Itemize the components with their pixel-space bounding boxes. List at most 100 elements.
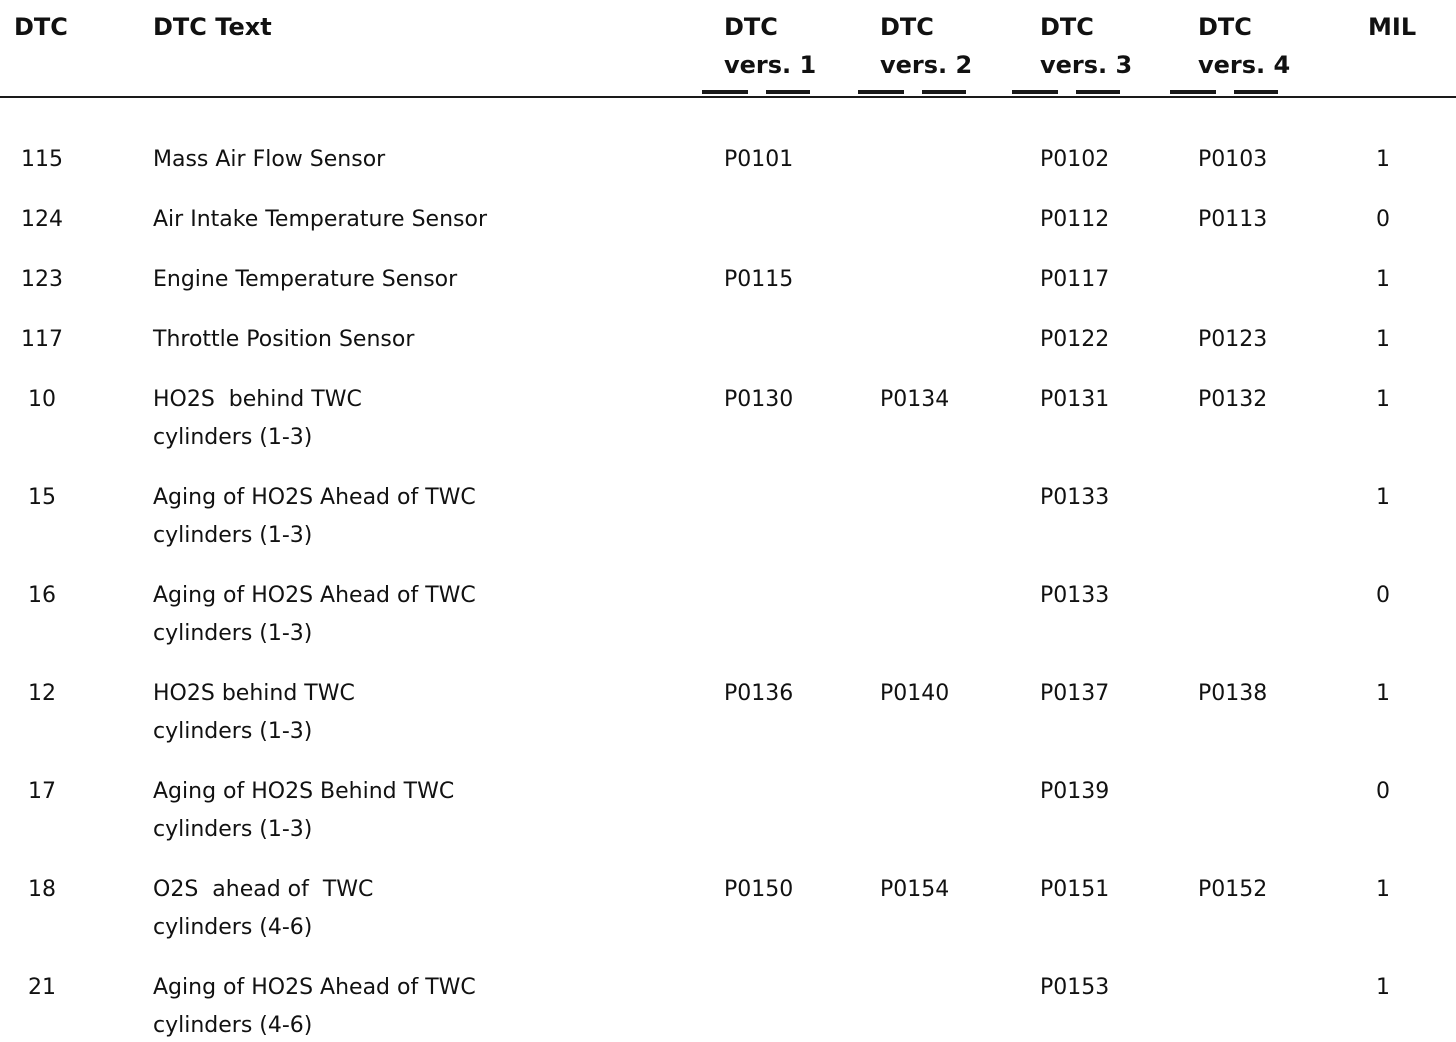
dtc-vers4-cell-text: P0123 xyxy=(1198,327,1268,352)
header-underline-dash xyxy=(1076,90,1120,94)
dtc-vers1-cell-text: P0136 xyxy=(724,681,794,706)
dtc-code-cell-text: 15 xyxy=(28,485,56,510)
mil-cell-text: 1 xyxy=(1376,681,1390,706)
table-row: 124 Air Intake Temperature Sensor P0112 P01… xyxy=(0,201,1456,239)
dtc-text-cell-text: cylinders (1-3) xyxy=(153,425,313,450)
col-header-label: DTC xyxy=(880,13,934,41)
dtc-text-cell: HO2S behind TWC cylinders (1-3) xyxy=(153,675,724,751)
dtc-vers3-cell-text: P0137 xyxy=(1040,681,1110,706)
dtc-vers3-cell-text: P0133 xyxy=(1040,485,1110,510)
dtc-vers4-cell: P0123 xyxy=(1198,321,1368,359)
dtc-vers4-cell: P0103 xyxy=(1198,141,1368,179)
dtc-vers4-cell-text: P0103 xyxy=(1198,147,1268,172)
dtc-text-cell: Aging of HO2S Ahead of TWC cylinders (4-6… xyxy=(153,969,724,1042)
dtc-code-cell-text: 17 xyxy=(28,779,56,804)
dtc-code-cell-text: 12 xyxy=(28,681,56,706)
dtc-text-cell-text: O2S ahead of TWC xyxy=(153,877,374,902)
col-header-dtc-vers3: DTC vers. 3 xyxy=(1040,8,1198,84)
header-underline-dash xyxy=(702,90,748,94)
dtc-text-cell-text: Engine Temperature Sensor xyxy=(153,267,458,292)
mil-cell: 0 xyxy=(1368,773,1456,811)
col-header-mil: MIL xyxy=(1368,8,1456,46)
table-row: 16 Aging of HO2S Ahead of TWC cylinders (1… xyxy=(0,577,1456,653)
mil-cell: 0 xyxy=(1368,201,1456,239)
dtc-vers3-cell-text: P0151 xyxy=(1040,877,1110,902)
dtc-vers1-cell: P0101 xyxy=(724,141,880,179)
dtc-text-cell: Aging of HO2S Ahead of TWC cylinders (1-3… xyxy=(153,577,724,653)
mil-cell: 1 xyxy=(1368,141,1456,179)
dtc-text-cell: Aging of HO2S Ahead of TWC cylinders (1-3… xyxy=(153,479,724,555)
dtc-vers3-cell: P0117 xyxy=(1040,261,1198,299)
dtc-text-cell-text: Air Intake Temperature Sensor xyxy=(153,207,487,232)
dtc-vers3-cell-text: P0139 xyxy=(1040,779,1110,804)
table-row: 15 Aging of HO2S Ahead of TWC cylinders (1… xyxy=(0,479,1456,555)
dtc-text-cell: HO2S behind TWC cylinders (1-3) xyxy=(153,381,724,457)
header-underline-dash xyxy=(1170,90,1216,94)
mil-cell-text: 0 xyxy=(1376,779,1390,804)
col-header-label: vers. 3 xyxy=(1040,51,1133,79)
dtc-vers4-cell: P0113 xyxy=(1198,201,1368,239)
dtc-vers1-cell-text: P0101 xyxy=(724,147,794,172)
col-header-dtc-vers4: DTC vers. 4 xyxy=(1198,8,1368,84)
dtc-code-cell-text: 117 xyxy=(21,327,63,352)
dtc-text-cell-text: cylinders (1-3) xyxy=(153,523,313,548)
dtc-text-cell-text: HO2S behind TWC xyxy=(153,681,355,706)
mil-cell-text: 1 xyxy=(1376,267,1390,292)
dtc-vers3-cell: P0131 xyxy=(1040,381,1198,419)
dtc-code-cell: 17 xyxy=(0,773,153,811)
mil-cell-text: 0 xyxy=(1376,583,1390,608)
dtc-vers1-cell: P0115 xyxy=(724,261,880,299)
mil-cell: 1 xyxy=(1368,321,1456,359)
table-body: 115 Mass Air Flow Sensor P0101 P0102 P0103 1 1… xyxy=(0,141,1456,1042)
header-underline-dash xyxy=(858,90,904,94)
dtc-code-cell: 18 xyxy=(0,871,153,909)
dtc-code-cell-text: 124 xyxy=(21,207,63,232)
mil-cell-text: 1 xyxy=(1376,147,1390,172)
col-header-dtc-vers2: DTC vers. 2 xyxy=(880,8,1040,84)
dtc-vers3-cell-text: P0122 xyxy=(1040,327,1110,352)
dtc-text-cell-text: cylinders (1-3) xyxy=(153,719,313,744)
dtc-vers2-cell: P0134 xyxy=(880,381,1040,419)
dtc-text-cell: Engine Temperature Sensor xyxy=(153,261,724,299)
dtc-text-cell-text: cylinders (4-6) xyxy=(153,1013,313,1038)
mil-cell-text: 1 xyxy=(1376,975,1390,1000)
dtc-vers3-cell: P0112 xyxy=(1040,201,1198,239)
col-header-dtc-text: DTC Text xyxy=(153,8,724,46)
dtc-vers2-cell-text: P0134 xyxy=(880,387,950,412)
dtc-code-cell: 123 xyxy=(0,261,153,299)
col-header-label: DTC xyxy=(1040,13,1094,41)
mil-cell: 1 xyxy=(1368,675,1456,713)
dtc-text-cell-text: Mass Air Flow Sensor xyxy=(153,147,386,172)
dtc-vers3-cell: P0122 xyxy=(1040,321,1198,359)
col-header-label: DTC Text xyxy=(153,13,272,41)
table-row: 117 Throttle Position Sensor P0122 P0123 1 xyxy=(0,321,1456,359)
header-rule xyxy=(0,90,1456,98)
dtc-text-cell-text: Aging of HO2S Ahead of TWC xyxy=(153,485,476,510)
dtc-vers3-cell: P0153 xyxy=(1040,969,1198,1007)
dtc-vers1-cell: P0136 xyxy=(724,675,880,713)
dtc-vers4-cell: P0152 xyxy=(1198,871,1368,909)
col-header-label: vers. 1 xyxy=(724,51,817,79)
dtc-vers2-cell-text: P0154 xyxy=(880,877,950,902)
dtc-vers3-cell: P0133 xyxy=(1040,479,1198,517)
col-header-dtc: DTC xyxy=(0,8,153,46)
dtc-vers3-cell: P0137 xyxy=(1040,675,1198,713)
dtc-vers4-cell-text: P0132 xyxy=(1198,387,1268,412)
dtc-vers4-cell: P0138 xyxy=(1198,675,1368,713)
header-rule-line xyxy=(0,96,1456,98)
mil-cell: 1 xyxy=(1368,969,1456,1007)
mil-cell-text: 0 xyxy=(1376,207,1390,232)
dtc-vers4-cell-text: P0138 xyxy=(1198,681,1268,706)
dtc-vers3-cell-text: P0133 xyxy=(1040,583,1110,608)
mil-cell-text: 1 xyxy=(1376,387,1390,412)
col-header-dtc-vers1: DTC vers. 1 xyxy=(724,8,880,84)
dtc-text-cell-text: Throttle Position Sensor xyxy=(153,327,415,352)
dtc-text-cell-text: Aging of HO2S Behind TWC xyxy=(153,779,455,804)
mil-cell: 1 xyxy=(1368,261,1456,299)
dtc-text-cell-text: cylinders (1-3) xyxy=(153,621,313,646)
col-header-label: DTC xyxy=(1198,13,1252,41)
dtc-text-cell-text: Aging of HO2S Ahead of TWC xyxy=(153,583,476,608)
dtc-vers4-cell: P0132 xyxy=(1198,381,1368,419)
dtc-code-cell: 15 xyxy=(0,479,153,517)
dtc-code-cell-text: 115 xyxy=(21,147,63,172)
